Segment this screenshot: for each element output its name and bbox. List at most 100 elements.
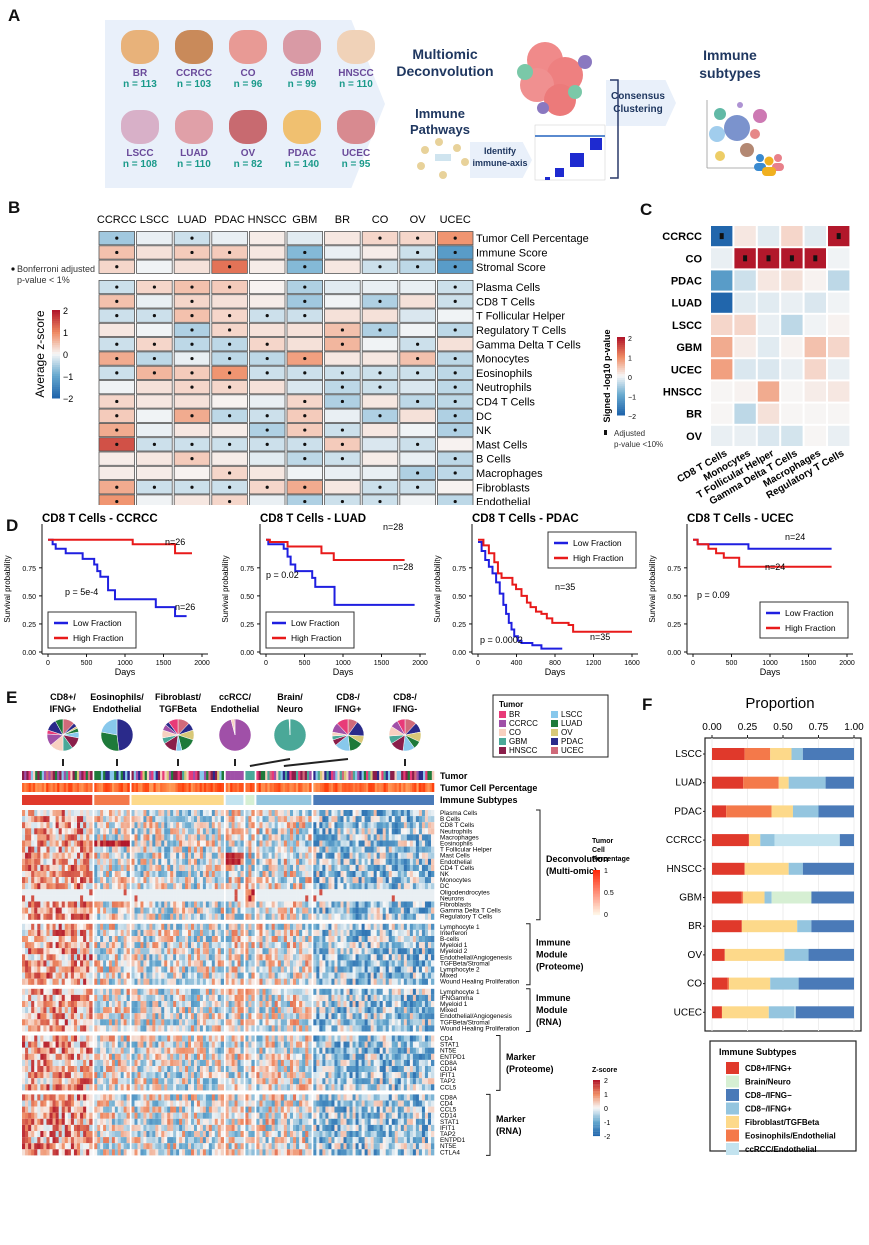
tumor-track-cell xyxy=(359,771,362,780)
tcp-track-cell xyxy=(346,783,349,792)
heatmap-cell xyxy=(418,929,423,936)
heatmap-cell xyxy=(352,858,356,865)
heatmap-cell xyxy=(319,942,323,949)
heatmap-cell xyxy=(340,895,344,902)
heatmap-cell xyxy=(58,978,63,985)
heatmap-cell xyxy=(89,954,93,961)
colorbar-segment xyxy=(617,407,625,410)
heatmap-cell xyxy=(400,846,405,853)
heatmap-cell xyxy=(259,966,263,973)
heatmap-cell xyxy=(256,936,260,943)
heatmap-cell xyxy=(268,858,272,865)
heatmap-cell xyxy=(296,942,300,949)
heatmap-cell xyxy=(328,929,332,936)
heatmap-cell xyxy=(403,913,408,920)
heatmap-cell xyxy=(388,858,393,865)
heatmap-cell xyxy=(55,978,59,985)
heatmap-cell xyxy=(205,901,210,908)
heatmap-cell xyxy=(193,883,198,890)
heatmap-cell xyxy=(394,929,399,936)
heatmap-cell xyxy=(143,840,147,847)
heatmap-cell xyxy=(111,822,116,829)
heatmap-cell xyxy=(173,864,177,871)
heatmap-cell xyxy=(325,948,329,955)
row-label: UCEC xyxy=(671,364,702,376)
heatmap-cell xyxy=(349,883,353,890)
row-label: GBM xyxy=(676,342,702,354)
heatmap-cell xyxy=(149,966,153,973)
heatmap-cell xyxy=(286,828,291,835)
heatmap-cell xyxy=(349,834,353,841)
heatmap-cell xyxy=(61,929,66,936)
significance-marker xyxy=(743,255,748,262)
row-label: Fibroblasts xyxy=(440,902,471,909)
heatmap-cell xyxy=(64,852,69,859)
heatmap-cell xyxy=(382,907,387,914)
tumor-track-cell xyxy=(344,771,347,780)
heatmap-cell xyxy=(97,877,101,884)
heatmap-cell xyxy=(43,978,47,985)
heatmap-cell xyxy=(211,901,216,908)
heatmap-cell xyxy=(259,913,263,920)
heatmap-cell xyxy=(155,858,159,865)
heatmap-cell xyxy=(228,852,232,859)
cluster-label: Brain/ xyxy=(277,692,303,702)
heatmap-cell xyxy=(397,901,402,908)
heatmap-cell xyxy=(167,948,171,955)
heatmap-cell xyxy=(424,936,429,943)
heatmap-cell xyxy=(52,858,56,865)
heatmap-cell xyxy=(349,877,353,884)
heatmap-cell xyxy=(262,877,266,884)
heatmap-cell xyxy=(355,895,359,902)
heatmap-cell xyxy=(52,913,56,920)
heatmap-cell xyxy=(415,883,420,890)
heatmap-cell xyxy=(64,883,69,890)
heatmap-cell xyxy=(364,978,368,985)
heatmap-cell xyxy=(274,972,279,979)
tumor-track-cell xyxy=(72,771,76,780)
heatmap-cell xyxy=(202,816,207,823)
heatmap-cell xyxy=(205,936,210,943)
heatmap-cell xyxy=(152,923,156,930)
heatmap-cell xyxy=(403,864,408,871)
heatmap-cell xyxy=(146,871,150,878)
colorbar-segment xyxy=(617,360,625,363)
heatmap-cell xyxy=(143,942,147,949)
colorbar-segment xyxy=(617,389,625,393)
heatmap-cell xyxy=(155,923,159,930)
heatmap-cell xyxy=(337,816,341,823)
heatmap-cell xyxy=(103,966,107,973)
heatmap-cell xyxy=(173,494,211,505)
heatmap-cell xyxy=(228,834,232,841)
heatmap-cell xyxy=(331,816,335,823)
heatmap-cell xyxy=(228,978,232,985)
heatmap-cell xyxy=(361,422,399,438)
heatmap-cell xyxy=(346,828,350,835)
tumor-track-cell xyxy=(140,771,143,780)
heatmap-cell xyxy=(328,816,332,823)
tumor-track-cell xyxy=(74,771,78,780)
tcp-track-cell xyxy=(295,783,299,792)
heatmap-cell xyxy=(322,901,326,908)
heatmap-cell xyxy=(25,948,29,955)
significance-dot xyxy=(190,250,194,255)
heatmap-cell xyxy=(170,877,174,884)
tumor-track-cell xyxy=(234,771,238,780)
heatmap-cell xyxy=(248,895,252,902)
heatmap-cell xyxy=(364,877,368,884)
colorbar-segment xyxy=(617,374,625,377)
colorbar-segment xyxy=(52,356,60,359)
heatmap-cell xyxy=(55,877,59,884)
heatmap-cell xyxy=(34,840,38,847)
heatmap-cell xyxy=(106,822,110,829)
heatmap-cell xyxy=(46,810,50,817)
heatmap-cell xyxy=(370,834,374,841)
heatmap-cell xyxy=(120,948,124,955)
heatmap-cell xyxy=(231,834,235,841)
heatmap-cell xyxy=(228,864,232,871)
heatmap-cell xyxy=(296,846,300,853)
heatmap-cell xyxy=(373,816,377,823)
heatmap-cell xyxy=(193,936,198,943)
heatmap-cell xyxy=(265,846,269,853)
heatmap-cell xyxy=(98,380,135,395)
